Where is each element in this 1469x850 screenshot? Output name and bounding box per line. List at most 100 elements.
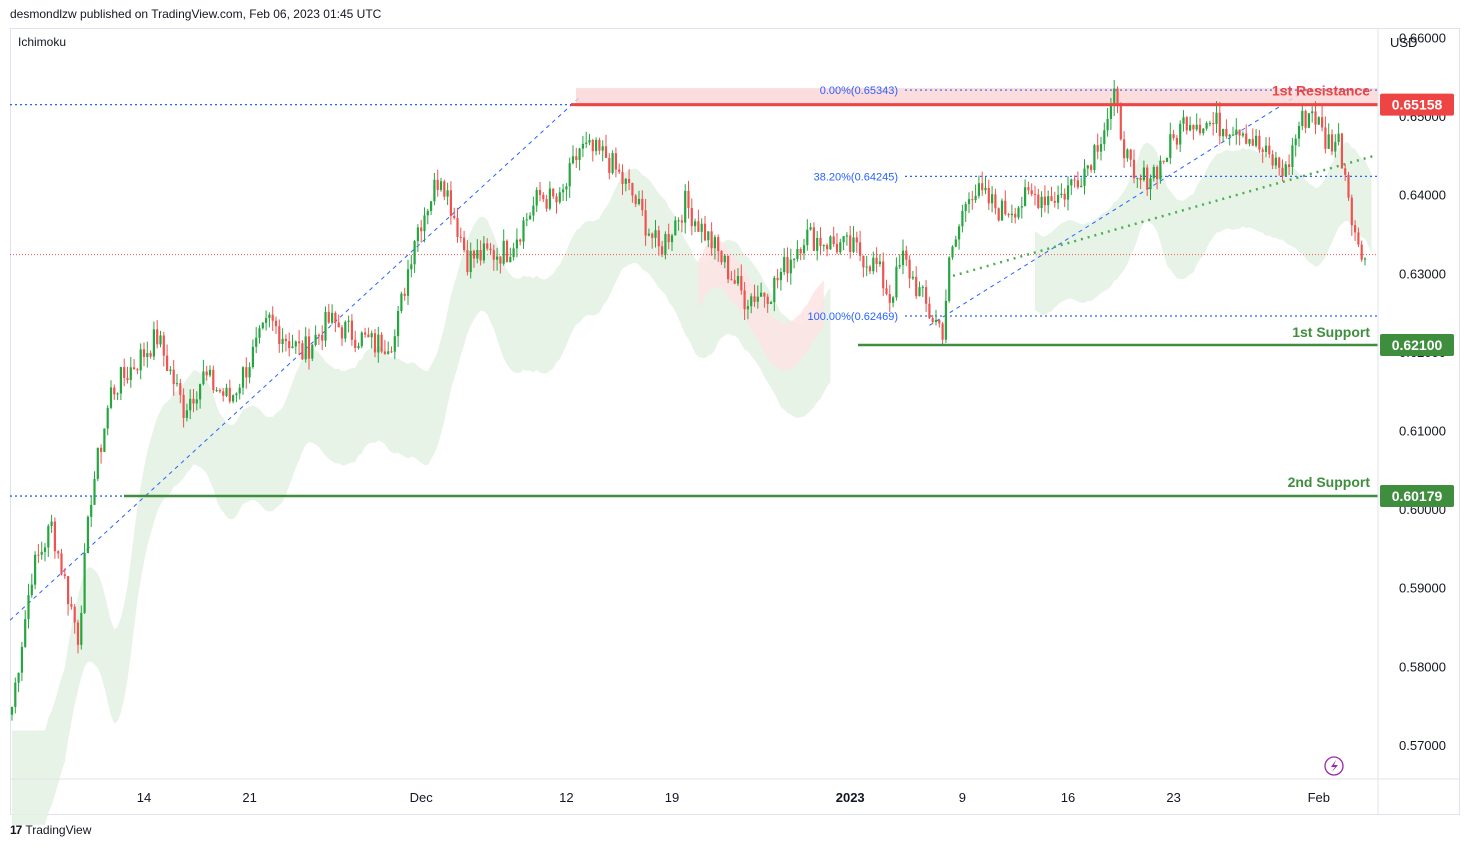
- price-markers: 0.65158 0.62100 0.60179: [1380, 93, 1454, 508]
- time-axis: 14 21 Dec 12 19 2023 9 16 23 Feb: [10, 778, 1460, 805]
- time-tick-label: 12: [559, 790, 573, 805]
- candle-body: [826, 245, 829, 250]
- candle-body: [152, 329, 155, 357]
- candle-body: [987, 187, 990, 204]
- candle-body: [430, 201, 433, 211]
- candle-body: [842, 236, 845, 243]
- candle-body: [133, 367, 136, 370]
- candle-body: [684, 190, 687, 223]
- candle-body: [901, 250, 905, 266]
- candle-body: [555, 196, 558, 203]
- candle-body: [938, 319, 941, 324]
- fib-trendline-upper: [9, 97, 580, 621]
- candle-body: [298, 341, 301, 344]
- candle-body: [453, 215, 456, 218]
- footer-brand[interactable]: 17 TradingView: [10, 823, 91, 837]
- candle-body: [779, 272, 782, 281]
- candle-body: [1066, 185, 1070, 200]
- candle-body: [1113, 88, 1116, 105]
- lightning-icon[interactable]: [1324, 756, 1344, 776]
- candle-body: [1024, 187, 1027, 207]
- candle-body: [925, 287, 928, 304]
- candle-body: [578, 148, 581, 160]
- candle-body: [1076, 180, 1079, 188]
- candle-body: [482, 243, 485, 261]
- candle-body: [1030, 190, 1033, 195]
- candle-body: [317, 334, 320, 336]
- candle-body: [1060, 193, 1063, 196]
- candle-body: [1063, 193, 1066, 200]
- candle-body: [37, 554, 40, 556]
- candle-body: [218, 389, 221, 392]
- candle-body: [1225, 128, 1228, 137]
- candle-body: [146, 353, 149, 357]
- price-tick-label: 0.59000: [1399, 581, 1446, 596]
- resistance-label: 1st Resistance: [1272, 83, 1370, 99]
- candle-body: [538, 189, 542, 195]
- candle-body: [1185, 117, 1188, 131]
- candle-body: [631, 182, 634, 196]
- candle-body: [1139, 177, 1142, 180]
- time-tick-label: Dec: [410, 790, 434, 805]
- candle-body: [90, 504, 93, 517]
- candle-body: [588, 140, 591, 143]
- candle-body: [802, 245, 806, 254]
- candle-body: [763, 292, 766, 297]
- candle-body: [1288, 164, 1291, 168]
- candle-body: [1007, 214, 1010, 216]
- candle-body: [1294, 138, 1297, 146]
- candle-body: [1165, 157, 1169, 162]
- indicator-label[interactable]: Ichimoku: [18, 35, 67, 49]
- fib-level-label: 100.00%(0.62469): [807, 311, 898, 323]
- candle-body: [1000, 200, 1004, 221]
- candle-body: [1215, 112, 1218, 125]
- candle-body: [1136, 177, 1139, 179]
- candle-body: [1231, 134, 1235, 136]
- candle-body: [403, 293, 406, 296]
- candle-body: [931, 318, 934, 323]
- candle-body: [281, 338, 284, 344]
- candle-body: [288, 341, 291, 349]
- candle-body: [703, 223, 707, 241]
- candle-body: [337, 322, 340, 328]
- candle-body: [1360, 244, 1363, 260]
- candle-body: [1129, 149, 1132, 160]
- price-marker-label: 0.60179: [1392, 488, 1443, 504]
- candle-body: [63, 574, 66, 577]
- candle-body: [24, 619, 27, 647]
- candle-body: [855, 237, 858, 243]
- candle-body: [499, 256, 502, 264]
- candle-body: [1172, 134, 1175, 139]
- time-tick-label: 23: [1166, 790, 1180, 805]
- candle-body: [241, 367, 245, 388]
- candle-body: [459, 236, 462, 238]
- price-marker-badge: [1380, 334, 1454, 357]
- candle-body: [674, 220, 677, 236]
- footer-brand-name: TradingView: [25, 823, 92, 837]
- candle-body: [941, 323, 944, 340]
- candle-body: [469, 250, 472, 273]
- candle-body: [809, 227, 812, 230]
- candle-body: [400, 293, 403, 312]
- candle-body: [1327, 134, 1330, 149]
- candle-body: [1344, 168, 1347, 175]
- candle-body: [1334, 141, 1337, 152]
- candle-body: [532, 205, 535, 216]
- fibonacci-labels: 0.00%(0.65343) 38.20%(0.64245) 100.00%(0.6…: [807, 85, 898, 323]
- candle-body: [868, 266, 872, 272]
- candle-body: [456, 217, 459, 237]
- candle-body: [1238, 129, 1241, 136]
- candle-body: [1222, 128, 1225, 137]
- candle-body: [327, 311, 330, 323]
- ichimoku-cloud-area: [698, 239, 824, 371]
- candle-body: [373, 333, 377, 353]
- candles: [10, 79, 1367, 721]
- candle-body: [50, 521, 53, 526]
- candle-body: [984, 187, 987, 191]
- candle-body: [1057, 195, 1060, 203]
- candle-body: [1278, 157, 1281, 168]
- currency-label[interactable]: USD: [1390, 35, 1418, 50]
- candle-body: [967, 199, 971, 205]
- candle-body: [291, 346, 294, 349]
